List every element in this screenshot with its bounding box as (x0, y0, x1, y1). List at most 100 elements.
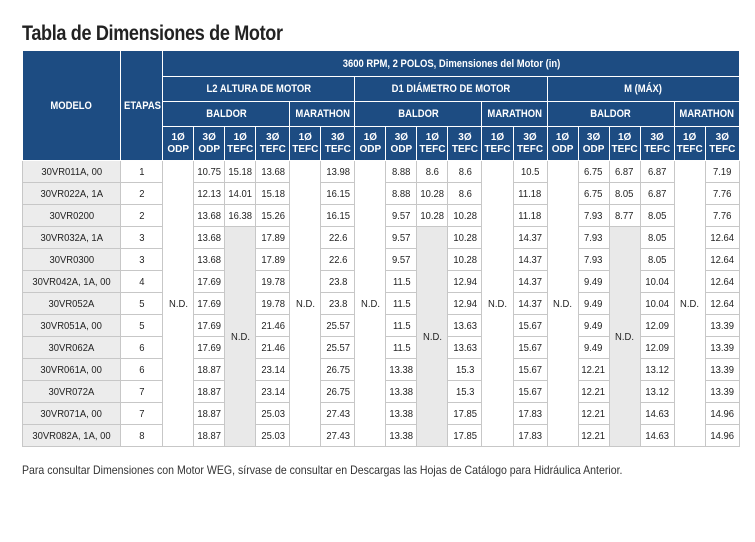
table-cell: 7.93 (577, 204, 610, 227)
header-sub-col: 1Ø TEFC (416, 126, 449, 161)
header-sub-col: 3Ø TEFC (704, 126, 741, 161)
header-sub-col: 1Ø TEFC (289, 126, 322, 161)
header-brand-marathon: MARATHON (673, 101, 741, 127)
table-row: 30VR0200 2 13.68 16.38 15.26 16.15 9.57 10.28 10… (21, 204, 741, 227)
header-group-d1: D1 DIÁMETRO DE MOTOR (354, 76, 548, 102)
table-cell: 17.83 (512, 402, 548, 425)
table-cell: 30VR0200 (21, 204, 122, 227)
header-brand-marathon: MARATHON (481, 101, 548, 127)
table-cell: 14.37 (512, 270, 548, 293)
table-cell: 30VR051A, 00 (21, 314, 122, 337)
table-cell: 27.43 (320, 402, 356, 425)
table-cell: 15.67 (512, 314, 548, 337)
table-cell: 8.05 (639, 248, 675, 271)
table-cell: 23.14 (255, 380, 291, 403)
table-cell: 30VR022A, 1A (21, 182, 122, 205)
header-sub-col: 3Ø TEFC (320, 126, 356, 161)
motor-dimensions-table: MODELO ETAPAS 3600 RPM, 2 POLOS, Dimensi… (21, 50, 741, 447)
table-cell: 13.12 (639, 358, 675, 381)
header-sub-col: 3Ø TEFC (255, 126, 291, 161)
table-cell: 30VR061A, 00 (21, 358, 122, 381)
header-group-m: M (MÁX) (546, 76, 741, 102)
header-sub-col: 1Ø TEFC (224, 126, 257, 161)
table-cell: 26.75 (320, 358, 356, 381)
table-cell: 4 (120, 270, 164, 293)
header-sub-col: 3Ø TEFC (447, 126, 483, 161)
nd-cell: N.D. (673, 160, 706, 447)
table-cell: 13.63 (447, 336, 483, 359)
table-cell: 27.43 (320, 424, 356, 447)
table-cell: 13.12 (639, 380, 675, 403)
table-cell: 19.78 (255, 270, 291, 293)
table-cell: 10.28 (447, 248, 483, 271)
table-cell: 7.93 (577, 226, 610, 249)
table-cell: 13.68 (193, 248, 226, 271)
table-cell: 26.75 (320, 380, 356, 403)
table-row: 30VR051A, 00 5 17.69 21.46 25.57 11.5 13.63 15.… (21, 314, 741, 337)
table-cell: 11.5 (385, 314, 418, 337)
table-cell: 9.57 (385, 248, 418, 271)
table-cell: 17.69 (193, 336, 226, 359)
table-cell: 14.96 (704, 402, 741, 425)
table-cell: 11.5 (385, 292, 418, 315)
table-cell: 2 (120, 182, 164, 205)
table-cell: 18.87 (193, 358, 226, 381)
table-cell: 9.49 (577, 314, 610, 337)
table-cell: 9.57 (385, 226, 418, 249)
table-cell: 11.18 (512, 182, 548, 205)
table-cell: 8.6 (447, 182, 483, 205)
table-cell: 8.88 (385, 160, 418, 183)
header-group-l2: L2 ALTURA DE MOTOR (162, 76, 356, 102)
table-cell: 3 (120, 226, 164, 249)
table-cell: 12.21 (577, 402, 610, 425)
table-cell: 22.6 (320, 248, 356, 271)
table-cell: 7.76 (704, 204, 741, 227)
table-cell: 17.69 (193, 292, 226, 315)
table-cell: 13.68 (255, 160, 291, 183)
table-cell: 8.6 (416, 160, 449, 183)
header-sub-col: 1Ø TEFC (481, 126, 514, 161)
table-cell: 6.87 (608, 160, 641, 183)
table-cell: 8.77 (608, 204, 641, 227)
table-row: 30VR032A, 1A 3 13.68 N.D. 17.89 22.6 9.57 N.D. 1… (21, 226, 741, 447)
table-cell: 19.78 (255, 292, 291, 315)
table-cell: 15.67 (512, 358, 548, 381)
header-sub-col: 3Ø ODP (385, 126, 418, 161)
header-sub-col: 1Ø ODP (354, 126, 387, 161)
table-cell: 14.37 (512, 292, 548, 315)
table-cell: 6 (120, 358, 164, 381)
nd-cell: N.D. (481, 160, 514, 447)
nd-cell: N.D. (608, 226, 641, 447)
table-cell: 1 (120, 160, 164, 183)
table-cell: 15.67 (512, 336, 548, 359)
table-row: 30VR072A 7 18.87 23.14 26.75 13.38 15.3 15.67 12… (21, 380, 741, 403)
table-cell: 13.38 (385, 424, 418, 447)
nd-cell: N.D. (416, 226, 449, 447)
header-etapas: ETAPAS (120, 50, 164, 161)
table-row: 30VR011A, 00 1 N.D. 10.75 15.18 13.68 N.D. 13.9… (21, 160, 741, 447)
table-cell: 25.03 (255, 402, 291, 425)
table-cell: 12.94 (447, 292, 483, 315)
table-cell: 21.46 (255, 314, 291, 337)
table-cell: 6.75 (577, 182, 610, 205)
table-cell: 8.05 (608, 182, 641, 205)
table-cell: 10.04 (639, 270, 675, 293)
table-cell: 17.69 (193, 270, 226, 293)
table-cell: 12.64 (704, 226, 741, 249)
table-cell: 16.38 (224, 204, 257, 227)
table-cell: 23.8 (320, 270, 356, 293)
header-brand-baldor: BALDOR (354, 101, 483, 127)
header-sub-col: 3Ø TEFC (639, 126, 675, 161)
table-cell: 17.89 (255, 226, 291, 249)
table-row: 30VR042A, 1A, 00 4 17.69 19.78 23.8 11.5 12.94… (21, 270, 741, 293)
table-cell: 30VR072A (21, 380, 122, 403)
table-cell: 13.39 (704, 358, 741, 381)
table-row: 30VR082A, 1A, 00 8 18.87 25.03 27.43 13.38 17.… (21, 424, 741, 447)
table-cell: 7.76 (704, 182, 741, 205)
table-header: MODELO ETAPAS 3600 RPM, 2 POLOS, Dimensi… (21, 50, 741, 161)
nd-cell: N.D. (289, 160, 322, 447)
table-cell: 10.28 (447, 204, 483, 227)
table-cell: 10.75 (193, 160, 226, 183)
table-cell: 17.69 (193, 314, 226, 337)
table-cell: 10.5 (512, 160, 548, 183)
